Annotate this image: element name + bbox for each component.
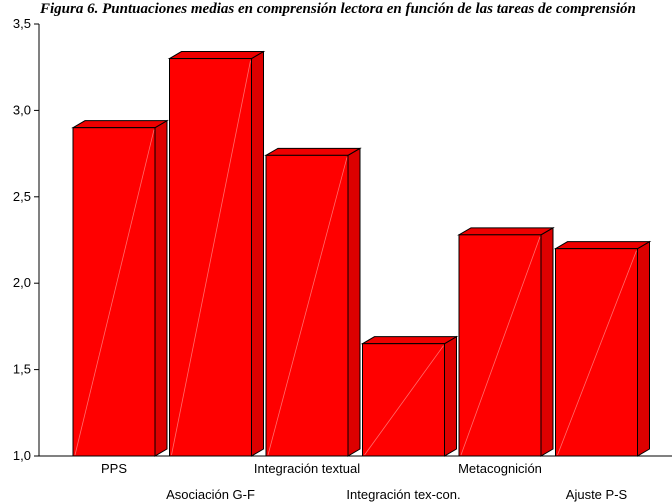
- bar-1: [71, 119, 169, 457]
- bar-side: [154, 119, 168, 457]
- bar-top: [167, 51, 266, 60]
- bar-top: [264, 147, 362, 156]
- category-label: Ajuste P-S: [566, 487, 628, 502]
- bar-4: [360, 335, 459, 457]
- bar-highlight: [171, 60, 251, 456]
- category-label: Asociación G-F: [166, 487, 255, 502]
- bar-side: [444, 335, 457, 457]
- bar-5: [457, 226, 555, 457]
- bar-side: [637, 240, 650, 457]
- category-label: PPS: [101, 461, 127, 476]
- y-tick-label: 3,5: [13, 16, 31, 31]
- bar-top: [71, 120, 169, 129]
- y-tick-label: 2,0: [13, 275, 31, 290]
- bar-2: [167, 50, 266, 457]
- bar-highlight: [74, 129, 155, 456]
- bar-front: [362, 343, 445, 457]
- y-tick-label: 1,5: [13, 362, 31, 377]
- bar-highlight: [364, 345, 444, 456]
- bar-highlight: [267, 157, 348, 456]
- bar-top: [360, 336, 459, 345]
- bar-6: [553, 240, 652, 457]
- bar-highlight: [460, 236, 541, 456]
- bar-highlight: [557, 250, 637, 456]
- y-tick-label: 3,0: [13, 102, 31, 117]
- category-label: Metacognición: [458, 461, 542, 476]
- y-tick-label: 2,5: [13, 189, 31, 204]
- bar-top: [457, 227, 555, 236]
- bar-side: [540, 226, 554, 457]
- category-label: Integración tex-con.: [346, 487, 460, 502]
- bar-3: [264, 147, 362, 457]
- bar-top: [553, 241, 652, 250]
- bar-side: [347, 147, 361, 457]
- category-label: Integración textual: [254, 461, 360, 476]
- y-tick-label: 1,0: [13, 448, 31, 463]
- bar-side: [251, 50, 264, 457]
- chart-title: Figura 6. Puntuaciones medias en compren…: [39, 1, 636, 17]
